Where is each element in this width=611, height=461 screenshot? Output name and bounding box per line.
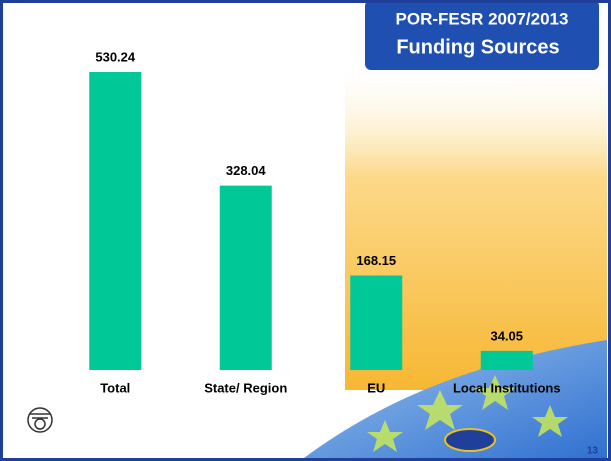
chart-title: POR-FESR 2007/2013 [396, 9, 569, 28]
x-tick-label: State/ Region [204, 380, 287, 395]
bar [480, 350, 533, 370]
bar [350, 275, 403, 370]
chart-title: Funding Sources [396, 36, 559, 58]
bar [219, 185, 272, 370]
value-label: 530.24 [95, 49, 136, 64]
title-box [365, 0, 599, 70]
value-label: 34.05 [490, 328, 523, 343]
background-wave [300, 340, 607, 461]
x-tick-label: Local Institutions [453, 380, 561, 395]
plot: 530.24 Total 328.04 State/ Region 168.15 EU 34… [89, 49, 561, 395]
bar [89, 72, 142, 370]
x-tick-label: Total [100, 380, 130, 395]
x-tick-label: EU [367, 380, 385, 395]
value-label: 328.04 [226, 163, 267, 178]
page-number: 13 [587, 446, 599, 457]
partner-logo [444, 428, 496, 452]
stars [367, 375, 568, 452]
emblem [27, 407, 53, 433]
value-label: 168.15 [356, 253, 396, 268]
